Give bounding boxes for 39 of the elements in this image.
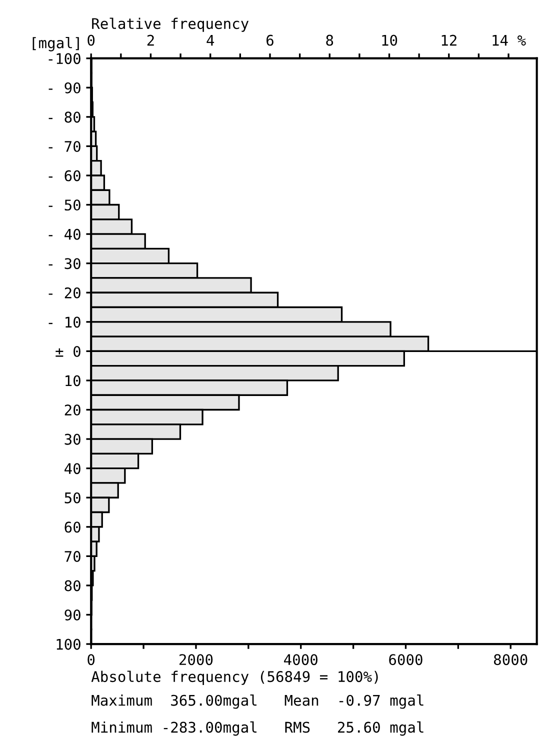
x2-tick-label: 10 <box>382 34 398 46</box>
x2-tick-label: 0 <box>88 34 95 46</box>
x-tick-label: 0 <box>88 654 95 666</box>
y-tick-label: - 20 <box>48 287 80 298</box>
x-tick-label: 4000 <box>284 654 318 666</box>
x2-axis-title: Relative frequency <box>92 18 249 32</box>
x-tick-label: 2000 <box>179 654 213 666</box>
y-tick-label: 80 <box>64 580 80 592</box>
y-tick-label: 10 <box>66 375 80 386</box>
y-tick-label: 20 <box>64 404 80 416</box>
x2-tick-label: 6 <box>266 34 274 46</box>
x2-tick-label: 4 <box>206 34 214 46</box>
x2-tick-label: 2 <box>147 34 154 46</box>
y-tick-label: - 90 <box>48 82 80 94</box>
x-axis-title: Absolute frequency (56849 = 100%) <box>91 670 378 685</box>
y-tick-label: 60 <box>64 522 80 533</box>
x2-tick-label: 8 <box>326 34 334 46</box>
x-tick-label: 8000 <box>494 654 528 666</box>
y-tick-label: - 60 <box>48 170 80 182</box>
x2-tick-label: 12 <box>442 34 456 46</box>
y-tick-label: 70 <box>64 550 80 562</box>
x-tick-label: 6000 <box>389 654 422 666</box>
text: Minimum -283.00mgal RMS 25.60 mgal <box>92 721 424 736</box>
y-tick-label: 100 <box>56 638 80 650</box>
y-tick-label: 40 <box>64 463 80 474</box>
y-tick-label: - 80 <box>48 112 80 123</box>
y-tick-label: -100 <box>48 53 80 64</box>
y-tick-label: - 10 <box>48 316 80 328</box>
y-tick-label: 90 <box>64 610 80 621</box>
text: Maximum 365.00mgal Mean -0.97 mgal <box>92 694 424 709</box>
x2-tick-label: 14 % <box>492 34 526 46</box>
y-tick-label: - 40 <box>48 228 80 240</box>
y-tick-label: 30 <box>64 434 80 445</box>
y-tick-label: - 50 <box>48 200 80 211</box>
y-axis-title: [mgal] <box>32 37 79 52</box>
y-tick-label: - 30 <box>48 258 80 270</box>
y-tick-label: - 70 <box>48 140 80 152</box>
y-tick-label: ± 0 <box>56 346 80 357</box>
y-tick-label: 50 <box>64 492 80 504</box>
